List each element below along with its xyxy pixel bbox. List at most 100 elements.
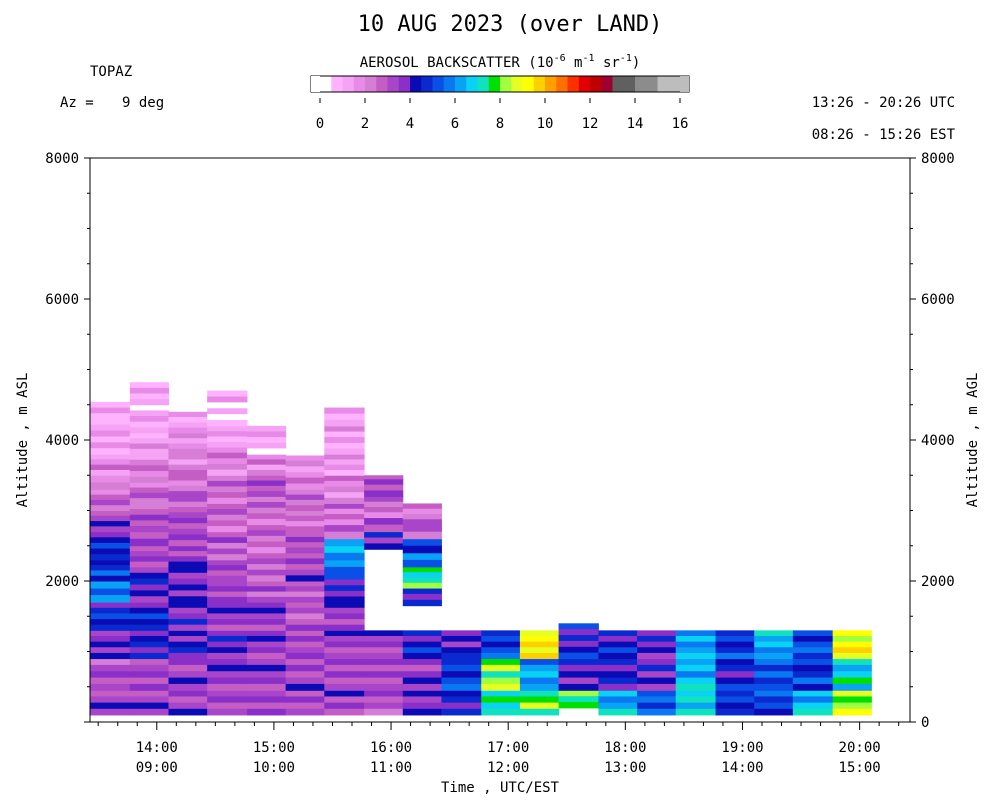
colorbar-swatch [567, 76, 580, 92]
heatmap-cell [324, 552, 365, 561]
heatmap-cell [207, 441, 248, 448]
heatmap-cell [324, 647, 365, 654]
heatmap-cell [481, 635, 521, 643]
heatmap-cell [364, 671, 404, 679]
heatmap-cell [637, 690, 677, 697]
heatmap-cell [246, 480, 287, 487]
heatmap-cell [168, 590, 208, 597]
heatmap-cell [441, 683, 482, 691]
heatmap-cell [129, 619, 169, 626]
y-tick-label-right: 6000 [921, 292, 955, 308]
heatmap-cell [754, 647, 794, 654]
heatmap-cell [441, 658, 482, 666]
heatmap-cell [168, 464, 208, 471]
heatmap-cell [324, 708, 365, 716]
heatmap-cell [598, 647, 638, 654]
x-tick-label-utc: 20:00 [839, 740, 881, 756]
heatmap-cell [90, 559, 131, 566]
heatmap-cell [441, 635, 482, 643]
instrument-label: TOPAZ [90, 64, 132, 80]
heatmap-cell [129, 677, 169, 685]
heatmap-cell [168, 607, 208, 614]
colorbar-swatch [545, 76, 557, 92]
colorbar-swatch [668, 76, 681, 92]
heatmap-cell [402, 599, 442, 607]
heatmap-cell [598, 696, 638, 704]
heatmap-cell [324, 419, 365, 427]
heatmap-cell [598, 635, 638, 643]
heatmap-cell [207, 575, 248, 582]
colorbar-tick-label: 8 [496, 116, 504, 132]
colorbar-swatch [455, 76, 467, 92]
heatmap-cell [168, 630, 208, 637]
heatmap-cell [402, 683, 442, 691]
heatmap-cell [207, 447, 248, 454]
heatmap-cell [168, 454, 208, 460]
heatmap-cell [324, 630, 365, 637]
heatmap-cell [129, 596, 169, 603]
azimuth-label: Az = [60, 95, 94, 111]
heatmap-cell [129, 572, 169, 580]
heatmap-cell [364, 630, 404, 637]
heatmap-cell [246, 496, 287, 503]
heatmap-cell [168, 545, 208, 552]
heatmap-cell [754, 630, 794, 637]
heatmap-cell [207, 520, 248, 527]
heatmap-cell [168, 506, 208, 513]
heatmap-cell [402, 514, 442, 520]
heatmap-cell [324, 503, 365, 510]
heatmap-cell [168, 619, 208, 626]
heatmap-cell [558, 646, 599, 654]
heatmap-cell [90, 696, 131, 704]
heatmap-cell [285, 630, 325, 637]
heatmap-cell [832, 641, 872, 648]
heatmap-cell [402, 566, 442, 573]
heatmap-cell [207, 431, 248, 437]
heatmap-cell [324, 469, 365, 476]
heatmap-cell [246, 541, 287, 548]
y-tick-label-left: 2000 [45, 574, 79, 590]
heatmap-cell [285, 542, 325, 549]
heatmap-cell [246, 581, 287, 587]
heatmap-cell [481, 664, 521, 672]
colorbar-tick-label: 4 [406, 116, 414, 132]
heatmap-cell [90, 475, 131, 483]
heatmap-cell [324, 431, 365, 438]
heatmap-cell [129, 702, 169, 710]
heatmap-cell [364, 635, 404, 643]
heatmap-cell [324, 635, 365, 643]
heatmap-cell [637, 647, 677, 654]
heatmap-cell [598, 683, 638, 691]
heatmap-cell [207, 559, 248, 566]
x-tick-label-utc: 18:00 [604, 740, 646, 756]
heatmap-cell [285, 569, 325, 576]
heatmap-cell [637, 635, 677, 643]
heatmap-cell [129, 584, 169, 591]
heatmap-cell [90, 635, 131, 643]
heatmap-cell [402, 593, 442, 601]
heatmap-cell [754, 677, 794, 685]
heatmap-cells [90, 376, 872, 716]
heatmap-cell [90, 454, 131, 460]
heatmap-cell [285, 607, 325, 614]
heatmap-cell [168, 635, 208, 643]
heatmap-cell [519, 630, 560, 637]
heatmap-cell [129, 556, 169, 563]
heatmap-cell [168, 512, 208, 519]
heatmap-cell [324, 579, 365, 586]
heatmap-cell [246, 696, 287, 704]
y-tick-label-left: 6000 [45, 292, 79, 308]
heatmap-cell [481, 708, 521, 716]
heatmap-cell [168, 523, 208, 530]
heatmap-cell [90, 515, 131, 522]
heatmap-cell [90, 613, 131, 620]
heatmap-cell [324, 696, 365, 704]
heatmap-cell [285, 613, 325, 620]
heatmap-cell [715, 690, 755, 697]
heatmap-cell [129, 652, 169, 660]
heatmap-cell [129, 376, 169, 383]
heatmap-cell [324, 545, 365, 554]
heatmap-cell [402, 696, 442, 704]
heatmap-cell [364, 677, 404, 685]
heatmap-cell [90, 581, 131, 589]
